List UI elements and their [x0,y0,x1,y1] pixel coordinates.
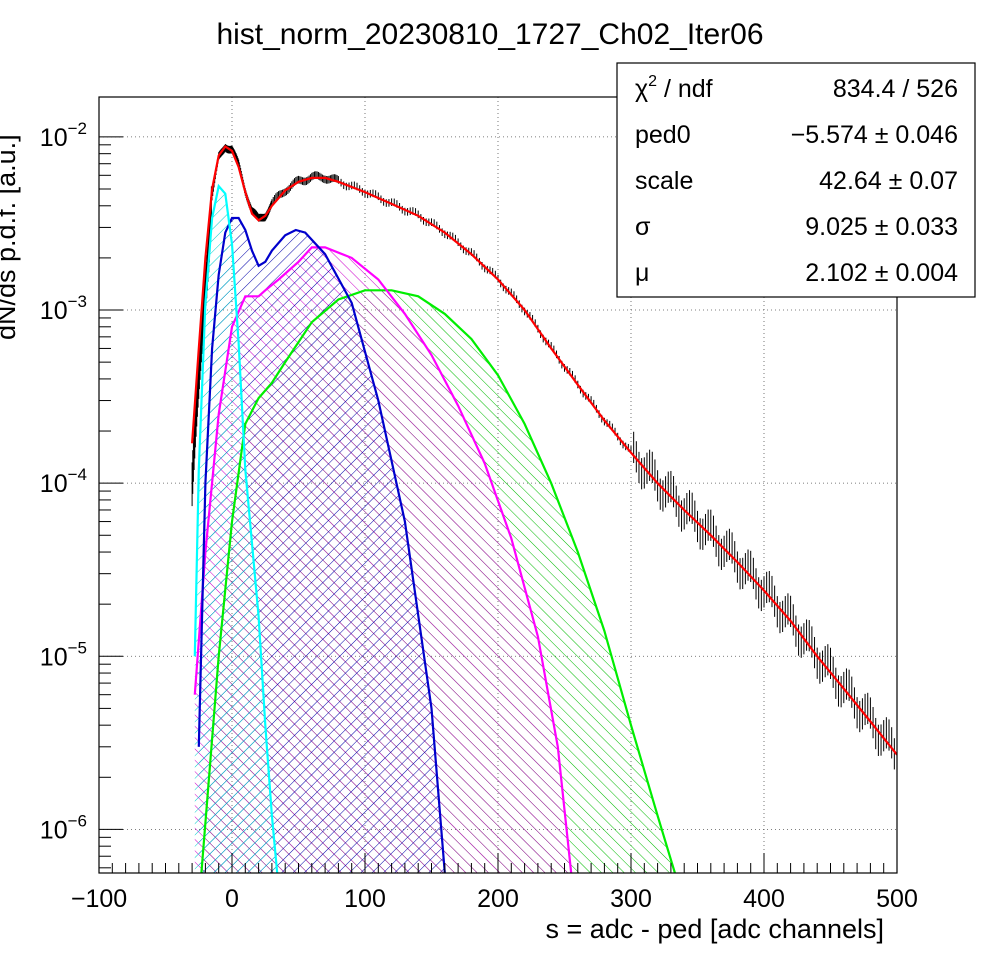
y-tick-label: 10−6 [40,811,87,844]
stats-label: ped0 [635,121,691,149]
stats-box: χ2 / ndf 834.4 / 526 ped0 −5.574 ± 0.046 sca… [616,62,976,298]
x-tick-label: 300 [610,885,652,913]
stats-value: 2.102 ± 0.004 [805,259,958,287]
x-tick-label: 500 [876,885,918,913]
y-axis-label: dN/ds p.d.f. [a.u.] [0,134,21,340]
curve-2 [197,216,446,873]
stats-label: scale [635,167,693,195]
stats-value: −5.574 ± 0.046 [791,121,958,149]
x-tick-label: 100 [344,885,386,913]
y-tick-label: 10−3 [40,292,87,325]
x-axis-label: s = adc - ped [adc channels] [546,914,884,944]
stats-label: σ [635,213,651,241]
stats-value: 42.64 ± 0.07 [819,167,958,195]
chart-title: hist_norm_20230810_1727_Ch02_Iter06 [216,18,763,51]
y-tick-label: 10−5 [40,638,87,671]
curve-4 [200,289,676,873]
y-tick-label: 10−2 [40,119,87,152]
stats-value: 834.4 / 526 [833,75,958,103]
y-tick-label: 10−4 [40,465,87,498]
curve-0 [191,145,897,756]
x-tick-label: 0 [225,885,239,913]
x-tick-label: 200 [477,885,519,913]
stats-label: μ [635,259,649,287]
x-tick-label: −100 [71,885,127,913]
stats-value: 9.025 ± 0.033 [805,213,958,241]
curve-1 [193,183,279,873]
x-axis: −100 0 100 200 300 400 500 [71,853,918,913]
fit-curves [191,145,897,873]
y-axis: 10−2 10−3 10−4 10−5 10−6 [40,119,123,869]
stats-label: χ2 / ndf [635,73,713,103]
x-tick-label: 400 [743,885,785,913]
